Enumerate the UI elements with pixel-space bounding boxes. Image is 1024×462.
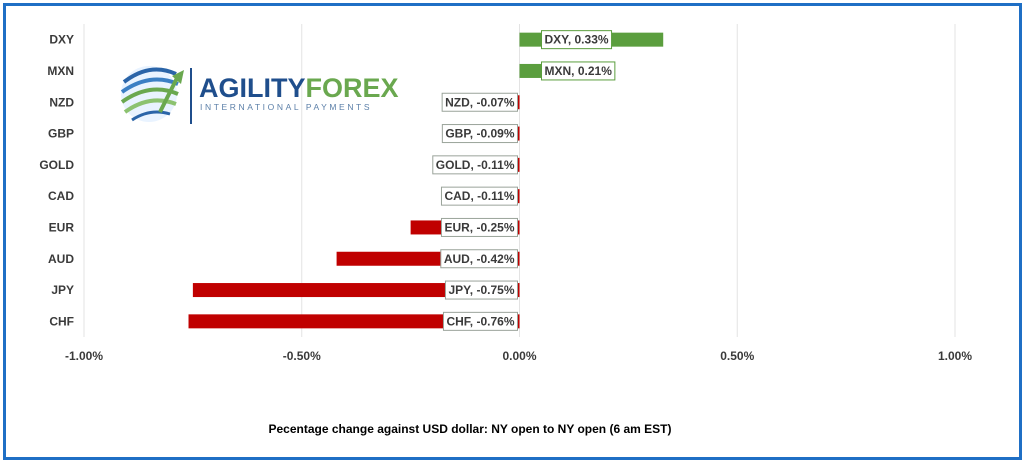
svg-text:EUR, -0.25%: EUR, -0.25%	[444, 220, 514, 234]
x-tick-labels: -1.00% -0.50% 0.00% 0.50% 1.00%	[65, 349, 972, 363]
logo-word-agility: AGILITY	[199, 73, 306, 103]
svg-text:MXN, 0.21%: MXN, 0.21%	[545, 64, 613, 78]
data-label: EUR, -0.25%	[440, 217, 518, 237]
category-label: JPY	[51, 283, 74, 297]
svg-text:GOLD, -0.11%: GOLD, -0.11%	[436, 158, 515, 172]
data-label: CAD, -0.11%	[440, 186, 518, 206]
data-label: GBP, -0.09%	[441, 124, 518, 144]
svg-text:CAD, -0.11%: CAD, -0.11%	[444, 189, 514, 203]
logo: AGILITYFOREX INTERNATIONAL PAYMENTS	[120, 66, 399, 124]
x-axis-title: Pecentage change against USD dollar: NY …	[269, 422, 672, 436]
bar-chf	[188, 314, 520, 329]
logo-word-forex: FOREX	[306, 73, 399, 103]
data-label: GOLD, -0.11%	[432, 155, 518, 175]
svg-text:GBP, -0.09%: GBP, -0.09%	[445, 127, 514, 141]
svg-text:CHF, -0.76%: CHF, -0.76%	[446, 314, 514, 328]
category-label: CHF	[49, 314, 74, 328]
x-tick-label: -1.00%	[65, 349, 103, 363]
logo-divider	[190, 68, 192, 124]
x-tick-label: 1.00%	[938, 349, 972, 363]
x-tick-label: -0.50%	[283, 349, 321, 363]
svg-text:AUD, -0.42%: AUD, -0.42%	[444, 252, 515, 266]
category-label: GOLD	[39, 158, 74, 172]
category-label: GBP	[48, 127, 74, 141]
data-label: NZD, -0.07%	[441, 92, 518, 112]
data-labels: DXY, 0.33% MXN, 0.21% NZD, -0.07% GBP, -0.0…	[432, 30, 616, 331]
logo-tagline: INTERNATIONAL PAYMENTS	[200, 102, 372, 112]
svg-text:DXY, 0.33%: DXY, 0.33%	[545, 33, 609, 47]
data-label: DXY, 0.33%	[541, 30, 613, 50]
x-tick-label: 0.50%	[720, 349, 754, 363]
category-label: CAD	[48, 189, 74, 203]
globe-icon	[120, 66, 184, 122]
category-label: NZD	[49, 95, 74, 109]
data-label: JPY, -0.75%	[444, 280, 518, 300]
data-label: MXN, 0.21%	[541, 61, 616, 81]
svg-text:AGILITYFOREX: AGILITYFOREX	[199, 73, 399, 103]
category-label: AUD	[48, 252, 74, 266]
svg-text:JPY, -0.75%: JPY, -0.75%	[448, 283, 514, 297]
bar-jpy	[192, 283, 520, 298]
category-label: DXY	[49, 33, 74, 47]
category-label: MXN	[47, 64, 74, 78]
data-label: CHF, -0.76%	[442, 311, 518, 331]
data-label: AUD, -0.42%	[440, 249, 518, 269]
category-label: EUR	[49, 220, 75, 234]
category-labels: DXY MXN NZD GBP GOLD CAD EUR AUD JPY CHF	[39, 33, 74, 329]
svg-text:NZD, -0.07%: NZD, -0.07%	[445, 95, 515, 109]
x-tick-label: 0.00%	[502, 349, 536, 363]
